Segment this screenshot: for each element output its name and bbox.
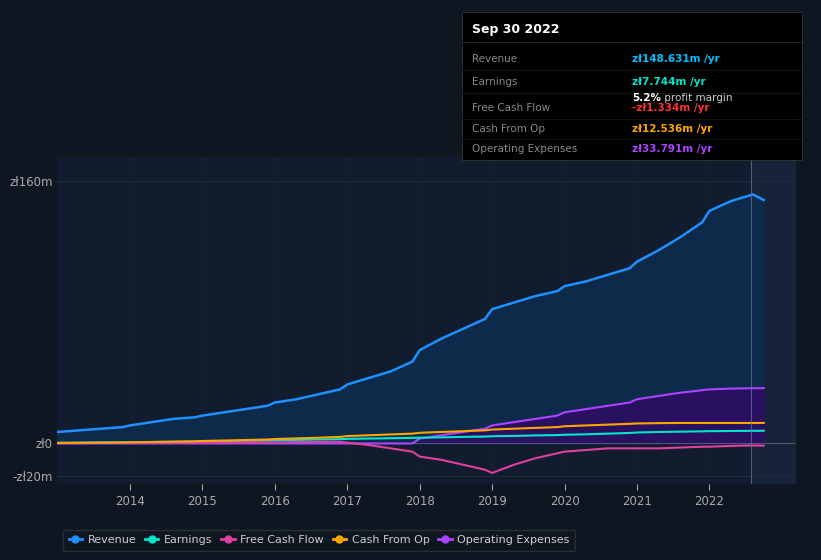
Bar [751, 157, 796, 484]
Text: zł33.791m /yr: zł33.791m /yr [632, 144, 713, 155]
Text: 5.2%: 5.2% [632, 93, 661, 102]
Text: Operating Expenses: Operating Expenses [472, 144, 578, 155]
Text: profit margin: profit margin [661, 93, 732, 102]
Text: Free Cash Flow: Free Cash Flow [472, 103, 551, 113]
Text: Cash From Op: Cash From Op [472, 124, 545, 134]
Text: Sep 30 2022: Sep 30 2022 [472, 22, 560, 36]
Text: zł148.631m /yr: zł148.631m /yr [632, 54, 720, 64]
Text: Earnings: Earnings [472, 77, 518, 87]
Text: zł12.536m /yr: zł12.536m /yr [632, 124, 713, 134]
Text: -zł1.334m /yr: -zł1.334m /yr [632, 103, 709, 113]
Text: zł7.744m /yr: zł7.744m /yr [632, 77, 706, 87]
Text: Revenue: Revenue [472, 54, 517, 64]
Legend: Revenue, Earnings, Free Cash Flow, Cash From Op, Operating Expenses: Revenue, Earnings, Free Cash Flow, Cash … [63, 530, 576, 551]
